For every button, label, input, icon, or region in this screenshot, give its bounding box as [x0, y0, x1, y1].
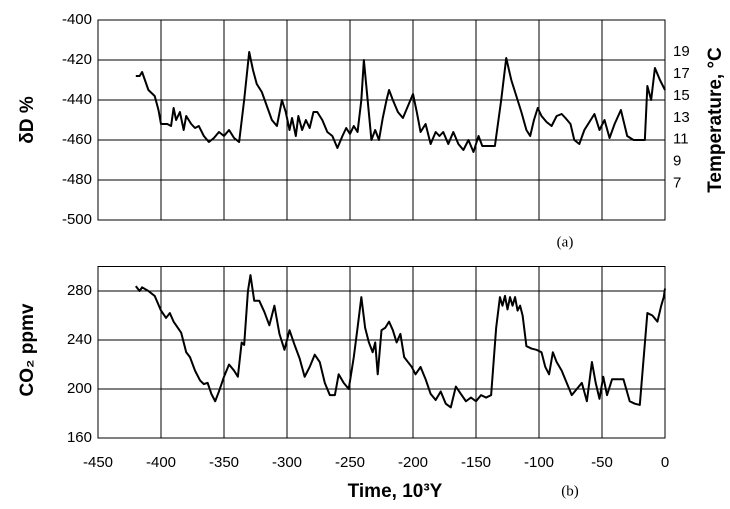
data-line	[135, 274, 666, 409]
panel-label: (b)	[561, 483, 579, 499]
y-axis-title: δD %	[17, 96, 38, 144]
y-tick-label: 160	[67, 429, 92, 446]
y-tick-label: -420	[62, 51, 92, 68]
y-tick-label: -460	[62, 131, 92, 148]
y2-tick-label: 11	[673, 131, 689, 148]
x-tick-label: -400	[146, 454, 176, 471]
y-tick-label: -480	[62, 171, 92, 188]
y-tick-label: 280	[67, 282, 92, 299]
x-tick-label: -200	[398, 454, 428, 471]
x-tick-label: -50	[591, 454, 613, 471]
x-tick-label: 0	[661, 454, 669, 471]
x-tick-label: -150	[461, 454, 491, 471]
y2-tick-label: 17	[673, 65, 690, 82]
x-axis-title: Time, 10³Y	[348, 481, 443, 502]
x-tick-label: -250	[335, 454, 365, 471]
plot-frame	[97, 19, 666, 221]
y-tick-label: 200	[67, 380, 92, 397]
y2-tick-label: 7	[673, 175, 681, 192]
y-tick-label: -500	[62, 211, 92, 228]
y-axis-title: CO₂ ppmv	[17, 303, 38, 396]
y2-tick-label: 9	[673, 153, 681, 170]
y-tick-label: -400	[62, 11, 92, 28]
panel-label: (a)	[557, 234, 574, 250]
data-line	[135, 51, 666, 153]
x-tick-label: -450	[83, 454, 113, 471]
y2-tick-label: 15	[673, 87, 690, 104]
y2-tick-label: 19	[673, 43, 690, 60]
y2-tick-label: 13	[673, 109, 690, 126]
x-tick-label: -100	[524, 454, 554, 471]
x-tick-label: -350	[209, 454, 239, 471]
y2-axis-title: Temperature, °C	[705, 47, 726, 193]
plot-frame	[97, 266, 666, 439]
y-tick-label: -440	[62, 91, 92, 108]
x-tick-label: -300	[272, 454, 302, 471]
y-tick-label: 240	[67, 331, 92, 348]
